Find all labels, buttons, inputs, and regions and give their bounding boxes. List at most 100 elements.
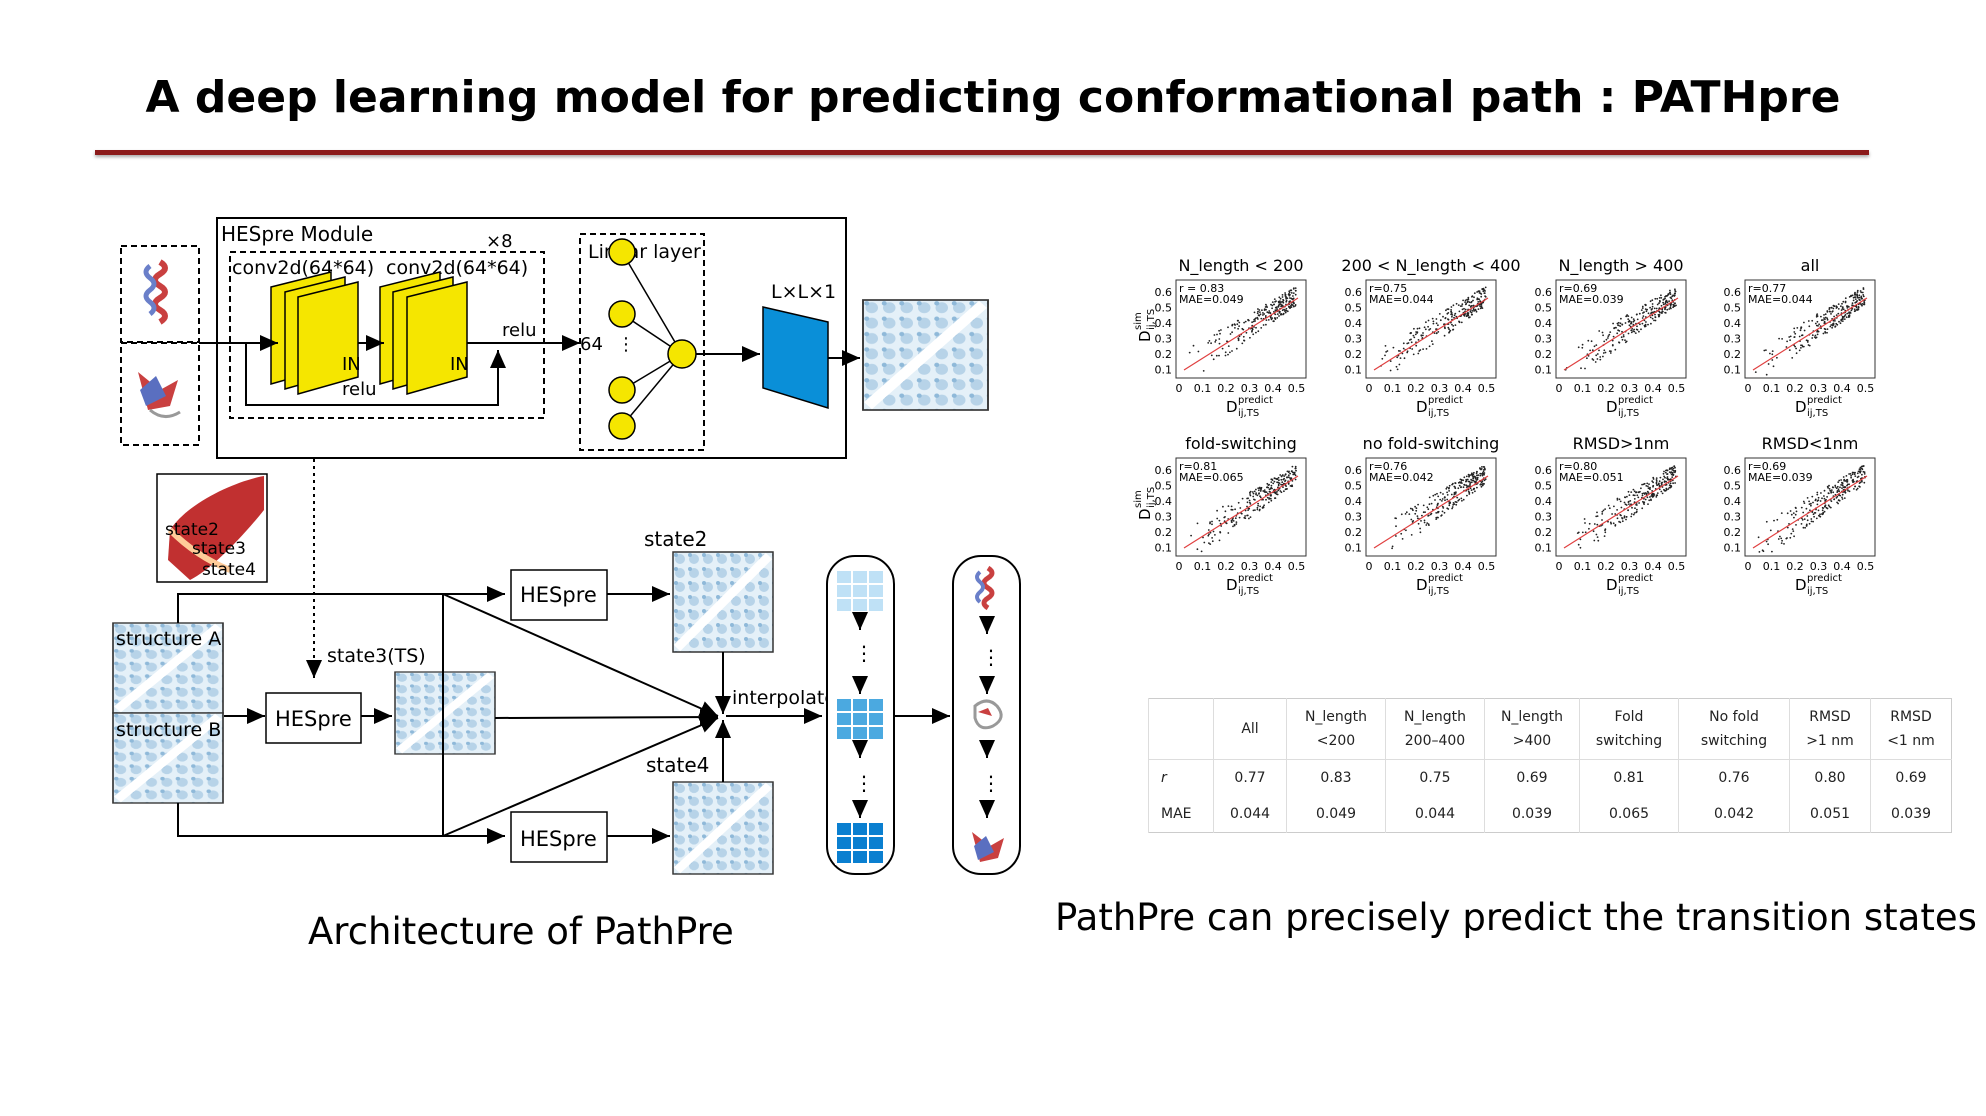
scatter-point (1265, 319, 1268, 321)
hespre-label-bottom: HESpre (520, 827, 597, 851)
scatter-point (1786, 526, 1789, 529)
x-tick-label: 0.4 (1833, 560, 1851, 573)
scatter-point (1836, 501, 1838, 504)
scatter-point (1603, 535, 1606, 537)
scatter-point (1765, 540, 1768, 543)
scatter-point (1841, 498, 1844, 500)
scatter-point (1470, 311, 1473, 314)
scatter-point (1282, 478, 1285, 481)
state3-heatmap (395, 672, 495, 754)
table-cell: 0.69 (1870, 759, 1952, 796)
x-axis-label-sub: ij,TS (1618, 586, 1639, 597)
scatter-point (1439, 498, 1442, 501)
r-value: r=0.76 (1369, 460, 1407, 473)
scatter-point (1662, 301, 1664, 304)
scatter-point (1826, 328, 1829, 330)
scatter-point (1852, 478, 1854, 481)
scatter-point (1294, 478, 1297, 481)
scatter-point (1259, 313, 1262, 316)
scatter-point (1608, 350, 1611, 352)
scatter-point (1227, 505, 1230, 507)
scatter-point (1479, 472, 1482, 475)
scatter-point (1856, 472, 1859, 475)
fit-line (1373, 297, 1489, 371)
y-tick-label: 0.6 (1155, 464, 1173, 477)
scatter-point (1850, 294, 1852, 297)
scatter-point (1279, 474, 1282, 476)
scatter-point (1202, 370, 1205, 372)
scatter-point (1602, 355, 1604, 358)
scatter-point (1655, 480, 1658, 482)
scatter-point (1803, 321, 1805, 324)
scatter-point (1456, 496, 1459, 499)
scatter-point (1616, 322, 1619, 325)
scatter-point (1262, 314, 1264, 316)
scatter-point (1288, 300, 1291, 303)
scatter-point (1270, 486, 1273, 489)
x-axis-label-sub: ij,TS (1428, 586, 1449, 597)
scatter-point (1816, 313, 1819, 315)
scatter-point (1267, 501, 1270, 504)
scatter-point (1241, 342, 1244, 345)
scatter-point (1209, 543, 1212, 545)
scatter-point (1429, 513, 1432, 516)
scatter-point (1861, 291, 1864, 294)
scatter-point (1828, 308, 1831, 310)
x-tick-label: 0 (1176, 382, 1183, 395)
scatter-point (1642, 502, 1645, 504)
scatter-point (1664, 303, 1667, 305)
r-value: r=0.80 (1559, 460, 1597, 473)
scatter-point (1477, 308, 1480, 310)
scatter-point (1190, 534, 1192, 537)
scatter-point (1461, 308, 1464, 311)
scatter-point (1754, 371, 1757, 373)
scatter-point (1803, 518, 1806, 520)
scatter-point (1817, 509, 1820, 512)
scatter-point (1294, 287, 1297, 289)
table-cell: 0.77 (1213, 759, 1287, 796)
scatter-point (1780, 537, 1783, 540)
scatter-point (1660, 490, 1663, 493)
scatter-point (1650, 498, 1652, 501)
scatter-point (1259, 505, 1261, 508)
scatter-point (1251, 321, 1253, 324)
scatter-point (1856, 291, 1859, 293)
scatter-point (1855, 306, 1858, 309)
scatter-point (1406, 342, 1409, 345)
scatter-point (1422, 334, 1424, 337)
scatter-point (1452, 304, 1455, 307)
scatter-point (1672, 294, 1674, 297)
svg-text:⋮: ⋮ (854, 771, 874, 795)
scatter-point (1246, 505, 1248, 508)
scatter-point (1666, 473, 1668, 475)
scatter-point (1862, 295, 1865, 298)
scatter-point (1640, 487, 1642, 490)
scatter-point (1436, 492, 1438, 495)
r-value: r=0.77 (1748, 282, 1786, 295)
scatter-point (1837, 308, 1840, 310)
scatter-point (1268, 488, 1271, 491)
scatter-point (1621, 517, 1623, 519)
scatter-point (1835, 314, 1838, 316)
scatter-point (1767, 543, 1769, 546)
scatter-point (1817, 330, 1819, 333)
hespre-label-center: HESpre (275, 707, 352, 731)
scatter-point (1434, 493, 1437, 496)
scatter-point (1463, 307, 1465, 310)
scatter-point (1470, 489, 1473, 491)
scatter-point (1280, 478, 1283, 481)
scatter-point (1604, 531, 1607, 534)
scatter-point (1842, 308, 1845, 311)
scatter-point (1651, 299, 1654, 302)
scatter-point (1632, 320, 1635, 323)
scatter-point (1260, 486, 1263, 489)
scatter-point (1810, 502, 1812, 505)
scatter-point (1858, 468, 1861, 471)
scatter-point (1857, 297, 1860, 299)
scatter-point (1614, 513, 1617, 515)
scatter-point (1219, 332, 1221, 335)
scatter-point (1476, 297, 1479, 300)
scatter-point (1788, 336, 1791, 338)
scatter-point (1256, 506, 1259, 509)
scatter-point (1667, 478, 1669, 480)
